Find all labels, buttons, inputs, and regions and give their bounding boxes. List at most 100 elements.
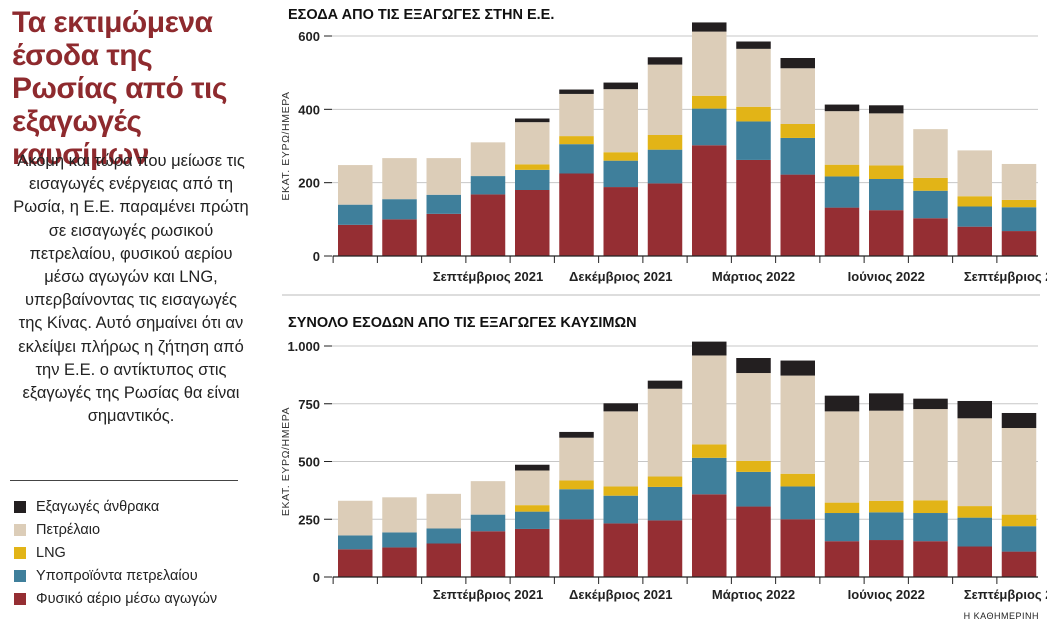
bar-segment — [736, 159, 771, 256]
bar-segment — [913, 409, 948, 501]
bar-segment — [692, 145, 727, 256]
legend-item-coal: Εξαγωγές άνθρακα — [14, 495, 254, 518]
chart-panel-2: ΣΥΝΟΛΟ ΕΣΟΔΩΝ ΑΠΟ ΤΙΣ ΕΞΑΓΩΓΕΣ ΚΑΥΣΙΜΩΝ Ε… — [280, 315, 1047, 602]
bar-segment — [736, 41, 771, 49]
bar-segment — [913, 129, 948, 178]
bar-segment — [382, 547, 417, 577]
bar-segment — [736, 106, 771, 122]
bar-segment — [1001, 163, 1037, 200]
bar-segment — [382, 497, 417, 533]
bar-segment — [1001, 199, 1037, 208]
bar-segment — [515, 470, 550, 506]
bar-segment — [780, 174, 815, 256]
chart-panel-1: ΕΣΟΔΑ ΑΠΟ ΤΙΣ ΕΞΑΓΩΓΕΣ ΣΤΗΝ Ε.Ε. ΕΚΑΤ. ΕΥ… — [280, 7, 1047, 296]
bar-segment — [1001, 551, 1037, 577]
bar-segment — [382, 158, 417, 200]
bar-segment — [647, 64, 683, 135]
x-tick-label: Σεπτέμβριος 2022 — [964, 587, 1047, 602]
bar-segment — [692, 22, 727, 32]
bar-segment — [869, 393, 904, 411]
bar-segment — [736, 121, 771, 160]
bar-segment — [692, 31, 727, 96]
bar-segment — [913, 177, 948, 191]
bar-segment — [913, 218, 948, 256]
bar-segment — [559, 93, 594, 137]
y-tick-label: 500 — [298, 455, 320, 470]
bar-segment — [603, 152, 638, 161]
chart-title: ΣΥΝΟΛΟ ΕΣΟΔΩΝ ΑΠΟ ΤΙΣ ΕΞΑΓΩΓΕΣ ΚΑΥΣΙΜΩΝ — [288, 315, 637, 331]
bar-segment — [470, 176, 506, 195]
bar-segment — [603, 82, 638, 90]
legend-item-oil-products: Υποπροϊόντα πετρελαίου — [14, 564, 254, 587]
bar-segment — [603, 523, 638, 577]
bar-segment — [515, 464, 550, 471]
bar-segment — [736, 471, 771, 507]
legend-label-pipeline-gas: Φυσικό αέριο μέσω αγωγών — [36, 590, 218, 607]
bar-segment — [338, 535, 373, 550]
bar-segment — [780, 58, 815, 69]
bar-segment — [957, 150, 992, 197]
bar-segment — [824, 164, 860, 177]
bar-segment — [559, 437, 594, 481]
bar-segment — [869, 179, 904, 211]
bar-segment — [338, 204, 373, 225]
legend-item-oil: Πετρέλαιο — [14, 518, 254, 541]
bar-segment — [603, 89, 638, 153]
y-axis-label: ΕΚΑΤ. ΕΥΡΩ/ΗΜΕΡΑ — [280, 91, 292, 200]
bar-segment — [1001, 514, 1037, 527]
intro-text: Ακόμη και τώρα που μείωσε τις εισαγωγές … — [13, 152, 249, 426]
bar-segment — [515, 505, 550, 512]
bar-segment — [647, 135, 683, 150]
bar-segment — [692, 457, 727, 495]
bar-segment — [603, 403, 638, 412]
bar-segment — [1001, 412, 1037, 429]
bar-segment — [647, 520, 683, 577]
bar-segment — [559, 519, 594, 577]
bar-segment — [957, 400, 992, 419]
bar-segment — [692, 494, 727, 577]
bar-segment — [559, 489, 594, 520]
bar-segment — [869, 113, 904, 166]
bar-segment — [780, 137, 815, 175]
bar-segment — [647, 183, 683, 256]
bar-segment — [426, 194, 461, 214]
bar-segment — [869, 512, 904, 541]
bar-segment — [426, 543, 461, 577]
legend-label-oil: Πετρέλαιο — [36, 521, 101, 538]
bar-segment — [692, 95, 727, 109]
bar-segment — [692, 355, 727, 445]
bar-segment — [824, 541, 860, 577]
bar-segment — [692, 108, 727, 146]
x-tick-label: Μάρτιος 2022 — [712, 587, 795, 602]
bar-segment — [780, 68, 815, 124]
bar-segment — [957, 517, 992, 547]
bar-segment — [824, 513, 860, 542]
legend-swatch-lng — [14, 546, 26, 559]
bar-segment — [869, 210, 904, 256]
x-tick-label: Δεκέμβριος 2021 — [569, 269, 672, 284]
bar-segment — [692, 444, 727, 458]
bar-segment — [913, 398, 948, 410]
bar-segment — [470, 142, 506, 177]
bar-segment — [824, 104, 860, 112]
y-tick-label: 0 — [313, 570, 320, 585]
bar-segment — [647, 149, 683, 184]
bar-segment — [1001, 207, 1037, 232]
x-tick-label: Ιούνιος 2022 — [848, 269, 925, 284]
bar-segment — [780, 124, 815, 138]
legend-label-lng: LNG — [36, 544, 66, 561]
y-tick-label: 600 — [298, 29, 320, 44]
bar-segment — [957, 418, 992, 507]
x-tick-label: Σεπτέμβριος 2022 — [964, 269, 1047, 284]
legend-swatch-coal — [14, 500, 26, 513]
bar-segment — [869, 410, 904, 501]
legend-label-coal: Εξαγωγές άνθρακα — [36, 498, 160, 515]
y-tick-label: 250 — [298, 512, 320, 527]
bar-segment — [869, 105, 904, 114]
chart-title: ΕΣΟΔΑ ΑΠΟ ΤΙΣ ΕΞΑΓΩΓΕΣ ΣΤΗΝ Ε.Ε. — [288, 7, 554, 23]
legend-swatch-pipeline-gas — [14, 592, 26, 605]
bar-segment — [470, 531, 506, 577]
bar-segment — [780, 473, 815, 487]
bar-segment — [470, 194, 506, 256]
